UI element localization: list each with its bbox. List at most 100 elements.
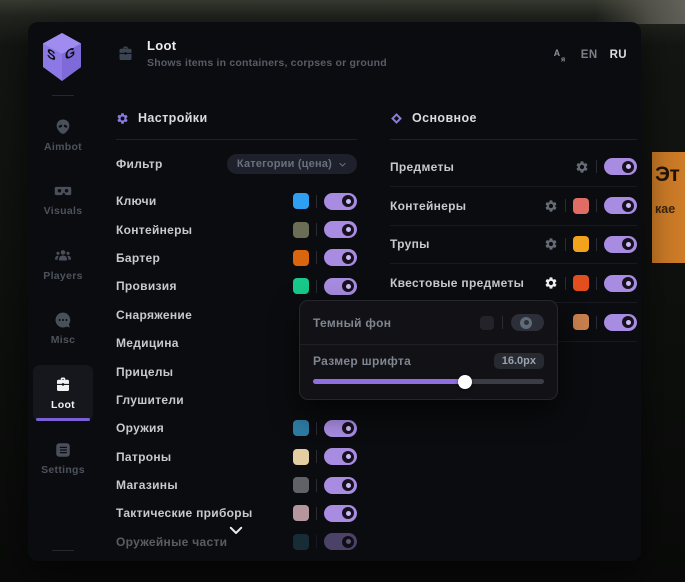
diamond-icon bbox=[390, 112, 403, 125]
gear-icon[interactable] bbox=[544, 276, 558, 290]
color-swatch[interactable] bbox=[573, 314, 589, 331]
category-label: Медицина bbox=[116, 336, 179, 351]
sidebar-item-label: Loot bbox=[51, 398, 75, 411]
category-toggle[interactable] bbox=[324, 221, 357, 239]
loot-category-row: Провизия bbox=[116, 272, 357, 300]
setting-controls bbox=[575, 158, 637, 176]
sidebar-item-settings[interactable]: Settings bbox=[33, 430, 93, 486]
category-toggle[interactable] bbox=[324, 249, 357, 267]
color-swatch[interactable] bbox=[293, 533, 309, 550]
slider-fill bbox=[313, 379, 466, 384]
loot-category-row: Бартер bbox=[116, 244, 357, 272]
sidebar-item-visuals[interactable]: Visuals bbox=[33, 172, 93, 228]
sidebar-item-aimbot[interactable]: Aimbot bbox=[33, 107, 93, 163]
filter-dropdown[interactable]: Категории (цена) bbox=[226, 154, 357, 174]
divider bbox=[565, 237, 566, 251]
briefcase-icon bbox=[54, 376, 72, 394]
loot-category-row: Снаряжение bbox=[116, 301, 357, 329]
popup-divider bbox=[300, 344, 557, 345]
gear-icon[interactable] bbox=[544, 199, 558, 213]
sidebar-item-label: Aimbot bbox=[44, 140, 82, 153]
scroll-more-icon[interactable] bbox=[227, 521, 245, 539]
color-swatch[interactable] bbox=[293, 249, 309, 266]
filter-row: Фильтр Категории (цена) bbox=[116, 152, 357, 176]
category-toggle[interactable] bbox=[324, 504, 357, 522]
gear-icon[interactable] bbox=[575, 160, 589, 174]
setting-toggle[interactable] bbox=[604, 158, 637, 176]
svg-text:S: S bbox=[47, 46, 56, 64]
category-toggle[interactable] bbox=[324, 476, 357, 494]
slider-knob[interactable] bbox=[458, 374, 473, 389]
section-divider bbox=[116, 139, 357, 140]
color-swatch[interactable] bbox=[293, 505, 309, 522]
color-swatch[interactable] bbox=[293, 193, 309, 210]
category-label: Снаряжение bbox=[116, 307, 193, 322]
sidebar-item-label: Visuals bbox=[43, 205, 83, 218]
color-swatch[interactable] bbox=[293, 477, 309, 494]
setting-controls bbox=[544, 197, 637, 215]
lang-option-en[interactable]: EN bbox=[580, 49, 598, 61]
category-label: Бартер bbox=[116, 250, 161, 265]
category-toggle[interactable] bbox=[324, 192, 357, 210]
color-swatch[interactable] bbox=[293, 278, 309, 295]
briefcase-icon bbox=[116, 45, 135, 63]
game-tooltip-text: кае bbox=[655, 202, 676, 216]
setting-label: Контейнеры bbox=[390, 198, 467, 213]
category-toggle[interactable] bbox=[324, 419, 357, 437]
loot-category-row: Контейнеры bbox=[116, 215, 357, 243]
loot-category-row: Прицелы bbox=[116, 357, 357, 385]
divider bbox=[316, 279, 317, 293]
setting-toggle[interactable] bbox=[604, 274, 637, 292]
lang-option-ru[interactable]: RU bbox=[609, 49, 627, 61]
filter-dropdown-value: Категории (цена) bbox=[236, 158, 332, 170]
loot-category-row: Оружейные части bbox=[116, 528, 357, 556]
divider bbox=[596, 315, 597, 329]
chevron-down-icon bbox=[338, 160, 347, 169]
menu-panel: S G Aimbot Visuals Players Misc Loot Set… bbox=[28, 22, 641, 561]
esp-setting-row: Трупы bbox=[390, 226, 637, 265]
color-swatch[interactable] bbox=[573, 197, 589, 214]
app-logo: S G bbox=[41, 32, 83, 82]
font-size-slider[interactable] bbox=[313, 374, 544, 389]
loot-category-row: Ключи bbox=[116, 187, 357, 215]
dark-bg-color-swatch[interactable] bbox=[480, 315, 494, 330]
divider bbox=[565, 199, 566, 213]
setting-toggle[interactable] bbox=[604, 197, 637, 215]
category-toggle[interactable] bbox=[324, 448, 357, 466]
color-swatch[interactable] bbox=[293, 221, 309, 238]
gear-icon bbox=[116, 112, 129, 125]
color-swatch[interactable] bbox=[573, 236, 589, 253]
divider bbox=[596, 276, 597, 290]
sidebar: S G Aimbot Visuals Players Misc Loot Set… bbox=[28, 22, 98, 561]
setting-toggle[interactable] bbox=[604, 235, 637, 253]
color-swatch[interactable] bbox=[293, 448, 309, 465]
svg-text:я: я bbox=[561, 54, 565, 63]
sidebar-item-misc[interactable]: Misc bbox=[33, 301, 93, 357]
list-icon bbox=[54, 441, 72, 459]
color-swatch[interactable] bbox=[573, 275, 589, 292]
category-label: Оружия bbox=[116, 421, 165, 436]
category-label: Тактические приборы bbox=[116, 506, 253, 521]
sidebar-item-players[interactable]: Players bbox=[33, 236, 93, 292]
goggles-icon bbox=[54, 182, 72, 200]
esp-setting-row: Предметы bbox=[390, 148, 637, 187]
gear-icon[interactable] bbox=[544, 237, 558, 251]
setting-label: Квестовые предметы bbox=[390, 276, 525, 291]
loot-category-list: Ключи Контейнеры Бартер Провизия bbox=[116, 187, 357, 556]
color-swatch[interactable] bbox=[293, 420, 309, 437]
category-toggle[interactable] bbox=[324, 277, 357, 295]
dark-bg-toggle[interactable] bbox=[511, 314, 544, 331]
font-size-row: Размер шрифта 16.0px bbox=[313, 351, 544, 371]
loot-category-row: Медицина bbox=[116, 329, 357, 357]
sidebar-item-label: Players bbox=[43, 269, 83, 282]
divider bbox=[316, 450, 317, 464]
filters-section-title: Настройки bbox=[138, 111, 208, 125]
category-toggle[interactable] bbox=[324, 533, 357, 551]
loot-category-row: Магазины bbox=[116, 471, 357, 499]
setting-toggle[interactable] bbox=[604, 313, 637, 331]
setting-controls bbox=[544, 274, 637, 292]
category-controls bbox=[293, 277, 357, 295]
background-texture bbox=[595, 0, 685, 24]
sidebar-item-loot[interactable]: Loot bbox=[33, 365, 93, 422]
